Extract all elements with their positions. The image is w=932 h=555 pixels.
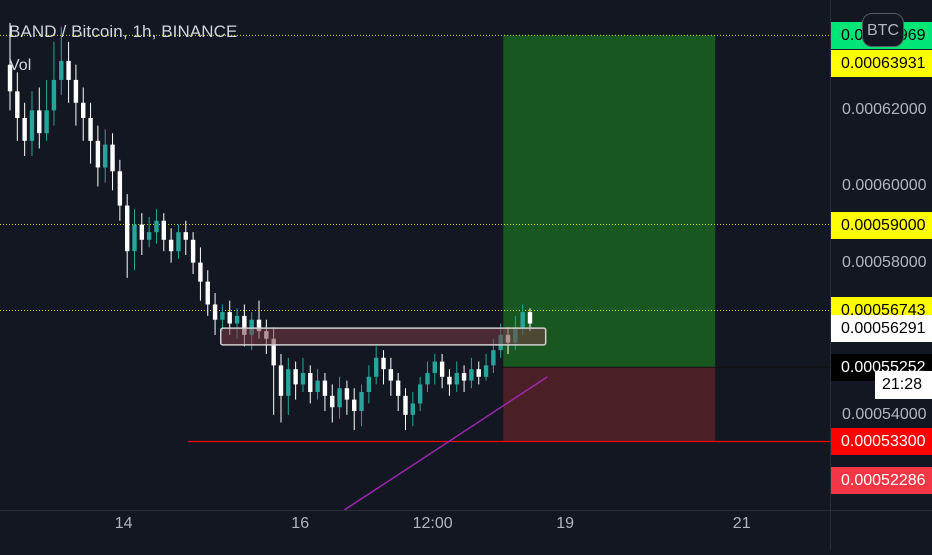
price-axis-label: 0.00060000 [842,177,927,195]
candle-body [425,372,430,385]
candle-body [315,380,320,393]
candle-body [344,388,350,400]
time-axis-label: 14 [114,515,133,532]
candle-body [88,117,93,141]
price-axis-label: 0.00062000 [842,101,927,119]
time-axis-label: 21 [732,515,751,532]
candle-body [439,361,445,377]
candle-body [249,319,254,335]
candle-body [352,399,357,412]
price-tag: 0.00059000 [831,211,932,239]
candle-body [374,357,379,377]
candle-body [278,365,284,396]
candle-body [520,312,525,328]
candle-body [81,102,86,118]
candle-body [395,380,401,396]
candle-body [256,319,262,332]
candle-body [447,376,452,385]
candle-body [417,384,423,404]
candle-body [366,376,372,393]
candle-body [132,224,137,252]
candle-body [432,361,437,373]
support-box [219,327,547,346]
candle-body [110,144,115,172]
candle-body [37,110,42,134]
candle-body [527,312,533,324]
candle-body [212,304,218,320]
candle-body [205,281,210,305]
candle-body [308,372,313,393]
candle-body [66,60,71,80]
time-axis-separator [0,510,932,511]
candle-body [227,312,232,324]
candle-body [242,315,247,335]
candle-body [117,171,123,206]
candle-body [381,357,386,370]
candle-body [300,372,306,385]
candle-body [59,60,64,80]
candle-body [95,140,101,168]
candle-body [491,350,496,366]
candle-body [330,395,335,408]
candle-body [286,369,291,396]
candle-body [161,220,166,240]
candle-body [220,312,225,320]
candle-body [454,372,459,385]
candle-body [322,380,328,396]
candle-body [337,388,342,408]
candle-body [469,369,474,381]
candle-body [190,239,196,263]
time-axis-label: 16 [291,515,310,532]
candle-body [139,224,145,240]
candle-body [29,110,35,141]
price-tag: 0.00052286 [831,467,932,495]
candle-body [44,110,49,134]
currency-button[interactable]: BTC [862,13,904,47]
candle-body [103,144,108,168]
candle-body [73,79,79,103]
time-axis-label: 19 [556,515,574,532]
candle-body [198,262,203,282]
candle-body [176,232,181,252]
candle-body [271,338,276,366]
price-tag: 0.00063931 [831,49,932,77]
candle-body [403,395,408,415]
candle-body [15,91,20,118]
candle-body [146,232,152,240]
candle-body [359,392,364,412]
candle-body [461,372,467,381]
candle-body [168,239,174,252]
candle-body [7,64,13,92]
target-zone [503,35,716,368]
bar-countdown: 21:28 [875,371,932,399]
price-tag: 0.00053300 [831,428,932,456]
stop-zone [503,367,716,442]
symbol-title[interactable]: BAND / Bitcoin, 1h, BINANCE [9,22,238,41]
trend-line [343,376,548,511]
price-axis-separator [830,0,831,550]
candle-body [154,220,159,233]
volume-indicator-label[interactable]: Vol [9,57,32,74]
candle-body [293,369,298,385]
candle-body [410,403,416,415]
candle-body [483,365,489,377]
price-axis-label: 0.00054000 [842,405,927,423]
candle-body [22,117,27,141]
price-tag: 0.00056291 [831,314,932,342]
candle-body [234,315,240,324]
price-axis-label: 0.00058000 [842,253,927,271]
candle-body [124,205,130,252]
candle-body [183,232,188,240]
candle-body [476,369,481,377]
candle-body [388,369,394,381]
time-axis-label: 12:00 [412,515,453,532]
candle-body [51,79,57,111]
